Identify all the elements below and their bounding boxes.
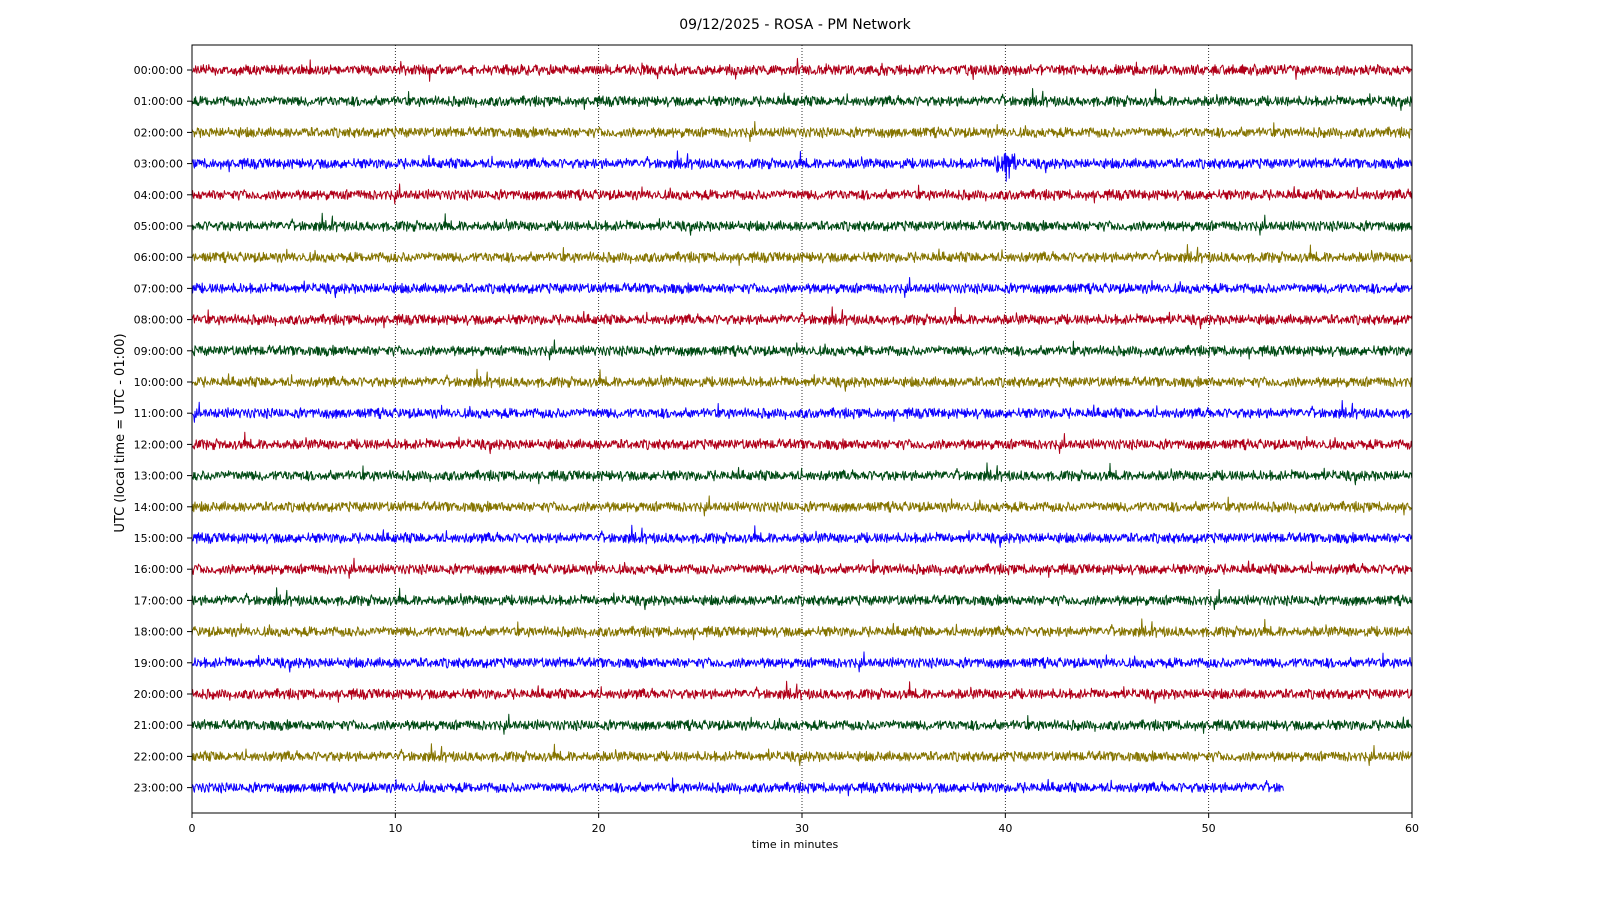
y-tick-label: 06:00:00 xyxy=(134,251,183,264)
grid-lines xyxy=(394,45,1210,813)
trace-08-00-00 xyxy=(191,306,1413,330)
y-tick-label: 04:00:00 xyxy=(134,189,183,202)
trace-10-00-00 xyxy=(191,368,1413,392)
trace-00-00-00 xyxy=(191,57,1413,82)
trace-11-00-00 xyxy=(191,400,1413,423)
trace-06-00-00 xyxy=(191,244,1413,266)
y-tick-label: 18:00:00 xyxy=(134,626,183,639)
trace-09-00-00 xyxy=(191,339,1413,361)
trace-12-00-00 xyxy=(191,431,1413,455)
trace-17-00-00 xyxy=(191,587,1413,611)
trace-22-00-00 xyxy=(191,743,1413,767)
x-tick-label: 60 xyxy=(1405,822,1419,835)
y-tick-label: 07:00:00 xyxy=(134,282,183,295)
x-tick-label: 40 xyxy=(998,822,1012,835)
trace-16-00-00 xyxy=(191,557,1413,579)
trace-18-00-00 xyxy=(191,618,1413,641)
trace-15-00-00 xyxy=(191,524,1413,548)
x-tick-label: 20 xyxy=(592,822,606,835)
y-tick-label: 09:00:00 xyxy=(134,345,183,358)
trace-14-00-00 xyxy=(191,495,1413,517)
trace-13-00-00 xyxy=(191,462,1413,486)
y-tick-labels: 00:00:00 01:00:00 02:00:00 03:00:00 04:00:00… xyxy=(134,64,192,795)
y-tick-label: 08:00:00 xyxy=(134,314,183,327)
y-tick-label: 10:00:00 xyxy=(134,376,183,389)
y-tick-label: 11:00:00 xyxy=(134,407,183,420)
y-tick-label: 15:00:00 xyxy=(134,532,183,545)
trace-03-00-00 xyxy=(191,150,1413,182)
y-tick-label: 20:00:00 xyxy=(134,688,183,701)
trace-05-00-00 xyxy=(191,212,1413,236)
y-tick-label: 22:00:00 xyxy=(134,750,183,763)
trace-07-00-00 xyxy=(191,277,1413,299)
chart-title: 09/12/2025 - ROSA - PM Network xyxy=(679,17,911,33)
y-tick-label: 03:00:00 xyxy=(134,158,183,171)
y-tick-label: 14:00:00 xyxy=(134,501,183,514)
y-tick-label: 13:00:00 xyxy=(134,470,183,483)
y-tick-label: 01:00:00 xyxy=(134,95,183,108)
x-tick-label: 10 xyxy=(388,822,402,835)
y-tick-label: 12:00:00 xyxy=(134,438,183,451)
trace-04-00-00 xyxy=(191,183,1413,205)
y-tick-label: 19:00:00 xyxy=(134,657,183,670)
plot-frame xyxy=(191,44,1413,814)
x-tick-label: 0 xyxy=(189,822,196,835)
trace-23-00-00 xyxy=(191,777,1284,797)
y-tick-label: 05:00:00 xyxy=(134,220,183,233)
x-tick-label: 50 xyxy=(1202,822,1216,835)
y-axis-label: UTC (local time = UTC - 01:00) xyxy=(113,333,128,532)
x-axis-label: time in minutes xyxy=(752,838,839,851)
y-tick-label: 00:00:00 xyxy=(134,64,183,77)
x-tick-label: 30 xyxy=(795,822,809,835)
trace-02-00-00 xyxy=(191,121,1413,142)
y-tick-label: 23:00:00 xyxy=(134,782,183,795)
y-tick-label: 02:00:00 xyxy=(134,126,183,139)
y-tick-label: 16:00:00 xyxy=(134,563,183,576)
trace-01-00-00 xyxy=(191,88,1413,111)
trace-19-00-00 xyxy=(191,651,1413,673)
trace-lines xyxy=(191,57,1413,797)
y-tick-label: 21:00:00 xyxy=(134,719,183,732)
trace-21-00-00 xyxy=(191,713,1413,735)
y-tick-label: 17:00:00 xyxy=(134,594,183,607)
trace-20-00-00 xyxy=(191,680,1413,704)
x-tick-labels: 0 10 20 30 40 50 60 xyxy=(189,813,1419,835)
